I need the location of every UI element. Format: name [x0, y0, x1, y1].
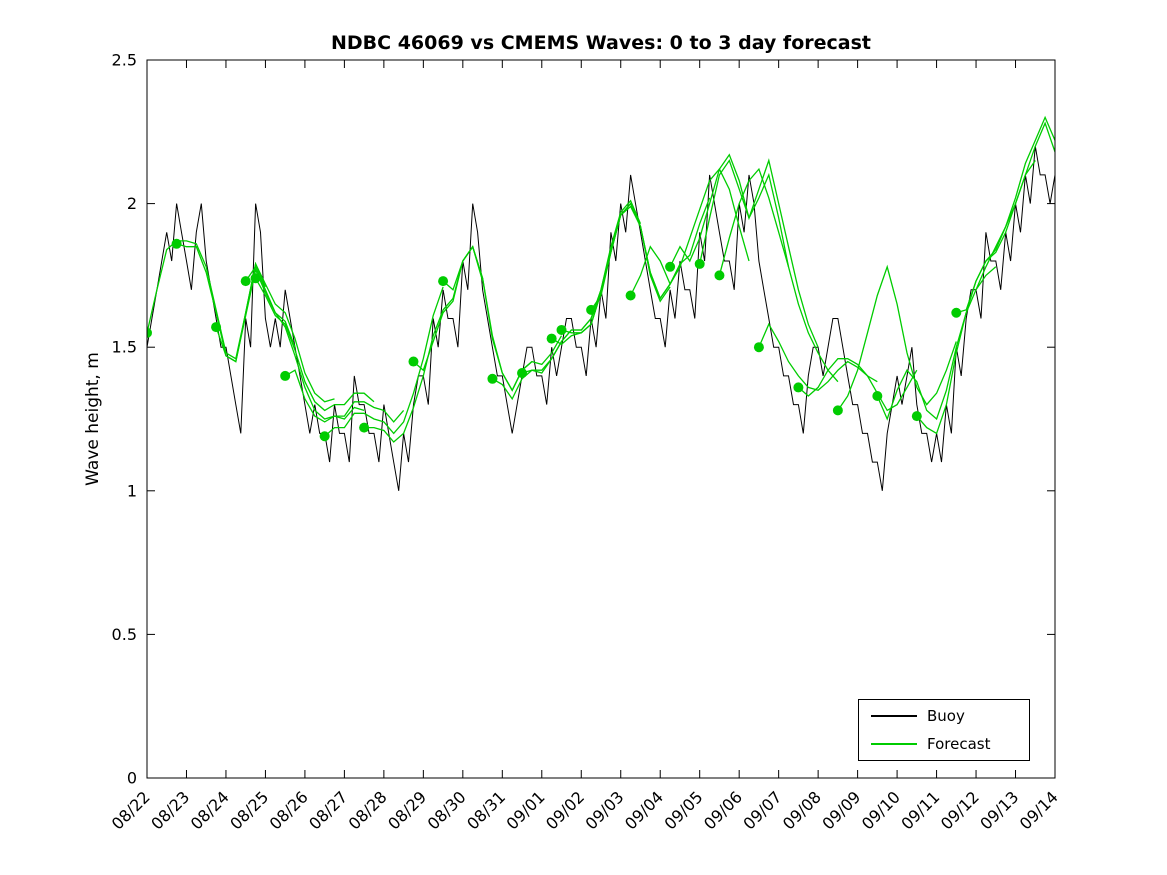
forecast-start-marker: [211, 322, 222, 333]
svg-text:09/12: 09/12: [937, 787, 983, 833]
forecast-run-line: [837, 264, 957, 411]
svg-text:08/22: 08/22: [108, 787, 154, 833]
forecast-start-marker: [319, 431, 330, 442]
forecast-run-line: [561, 202, 681, 334]
forecast-run-line: [699, 158, 819, 348]
svg-text:09/14: 09/14: [1016, 787, 1062, 833]
svg-text:09/02: 09/02: [542, 787, 588, 833]
legend-item-buoy: Buoy: [859, 703, 1029, 729]
svg-text:1.5: 1.5: [112, 338, 137, 357]
forecast-run-line: [916, 160, 1036, 435]
forecast-run-line: [442, 245, 563, 392]
svg-text:08/26: 08/26: [266, 787, 312, 833]
svg-text:0.5: 0.5: [112, 625, 137, 644]
forecast-start-marker: [872, 391, 883, 402]
forecast-run-line: [551, 205, 671, 346]
forecast-run-line: [630, 167, 750, 296]
forecast-run-line: [324, 286, 444, 437]
forecast-start-marker: [250, 273, 261, 284]
forecast-start-marker: [714, 270, 725, 281]
svg-text:0: 0: [127, 769, 137, 788]
forecast-start-marker: [832, 405, 843, 416]
axes-box: [146, 59, 1056, 779]
legend: Buoy Forecast: [858, 699, 1030, 761]
forecast-run-line: [718, 167, 839, 383]
svg-text:1: 1: [127, 481, 137, 500]
forecast-run-line: [492, 249, 612, 401]
forecast-start-marker: [240, 276, 251, 287]
forecast-run-line: [245, 265, 365, 420]
svg-text:08/28: 08/28: [345, 787, 391, 833]
forecast-start-marker: [793, 382, 804, 393]
forecast-start-marker: [546, 333, 557, 344]
svg-text:09/01: 09/01: [503, 787, 549, 833]
legend-item-forecast: Forecast: [859, 731, 1029, 757]
forecast-run-line: [975, 121, 1055, 291]
forecast-run-line: [215, 261, 335, 403]
forecast-run-line: [956, 115, 1055, 314]
buoy-series-line: [147, 146, 1055, 491]
forecast-start-marker: [556, 324, 567, 335]
forecast-run-line: [797, 358, 918, 412]
svg-text:08/25: 08/25: [226, 787, 272, 833]
forecast-start-marker: [517, 368, 528, 379]
legend-label-buoy: Buoy: [927, 706, 965, 725]
forecast-run-line: [758, 322, 878, 392]
svg-text:09/09: 09/09: [818, 787, 864, 833]
svg-text:08/29: 08/29: [384, 787, 430, 833]
forecast-run-line: [590, 197, 711, 311]
buoy-line-sample: [871, 714, 917, 717]
x-tick-labels: 08/2208/2308/2408/2508/2608/2708/2808/29…: [108, 787, 1062, 833]
forecast-start-marker: [625, 290, 636, 301]
forecast-start-marker: [171, 238, 182, 249]
svg-text:08/31: 08/31: [463, 787, 509, 833]
svg-text:08/23: 08/23: [147, 787, 193, 833]
forecast-start-marker: [438, 276, 449, 287]
svg-text:09/04: 09/04: [621, 787, 667, 833]
forecast-start-marker: [359, 422, 370, 433]
forecast-start-marker: [665, 261, 676, 272]
svg-text:09/11: 09/11: [897, 787, 943, 833]
forecast-run-line: [364, 245, 484, 443]
svg-text:08/30: 08/30: [424, 787, 470, 833]
svg-text:08/24: 08/24: [187, 787, 233, 833]
forecast-run-line: [521, 199, 642, 374]
forecast-start-marker: [487, 373, 498, 384]
forecast-start-marker: [911, 411, 922, 422]
svg-text:09/05: 09/05: [660, 787, 706, 833]
svg-text:2: 2: [127, 194, 137, 213]
forecast-start-marker: [586, 304, 597, 315]
y-tick-labels: 0 0.5 1 1.5 2 2.5: [112, 51, 137, 788]
forecast-run-line: [876, 266, 997, 421]
svg-text:08/27: 08/27: [305, 787, 351, 833]
forecast-start-marker: [408, 356, 419, 367]
forecast-line-sample: [871, 743, 917, 746]
svg-text:09/06: 09/06: [700, 787, 746, 833]
forecast-run-line: [669, 153, 790, 268]
forecast-start-marker: [951, 307, 962, 318]
svg-text:09/08: 09/08: [779, 787, 825, 833]
forecast-run-line: [413, 245, 533, 392]
forecast-run-line: [176, 243, 296, 363]
forecast-run-line: [255, 277, 375, 412]
forecast-start-marker: [280, 370, 291, 381]
y-axis-label: Wave height, m: [83, 352, 103, 486]
legend-label-forecast: Forecast: [927, 735, 991, 754]
svg-text:2.5: 2.5: [112, 51, 137, 70]
svg-text:09/10: 09/10: [858, 787, 904, 833]
chart-title: NDBC 46069 vs CMEMS Waves: 0 to 3 day fo…: [331, 32, 871, 54]
forecast-start-marker: [694, 258, 705, 269]
svg-text:09/03: 09/03: [582, 787, 628, 833]
forecast-start-marker: [147, 327, 152, 338]
svg-text:09/13: 09/13: [976, 787, 1022, 833]
forecast-run-line: [284, 369, 405, 423]
forecast-start-marker: [753, 342, 764, 353]
forecast-series: [147, 115, 1055, 443]
svg-text:09/07: 09/07: [739, 787, 785, 833]
